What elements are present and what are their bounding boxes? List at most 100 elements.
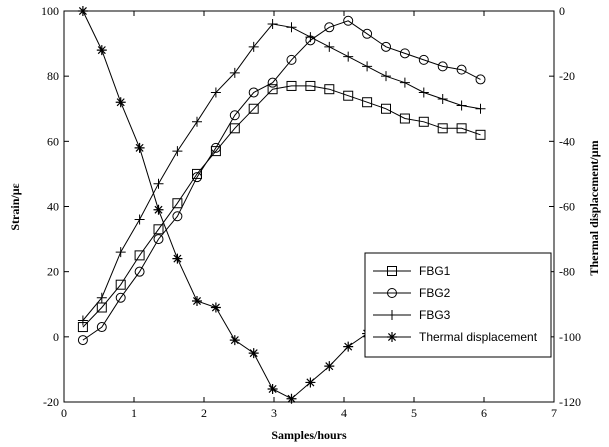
fbg2-point [115,292,126,303]
fbg3-point [134,214,145,225]
x-axis-title: Samples/hours [271,428,347,442]
fbg1-point [305,80,316,91]
fbg1-point [456,123,467,134]
y2-tick-label: -80 [559,265,575,279]
series-fbg1 [77,80,486,333]
fbg1-point [248,103,259,114]
fbg3-point [96,292,107,303]
fbg1-point [210,146,221,157]
fbg1-point [153,224,164,235]
legend-fbg1-marker [387,266,397,276]
series-fbg2 [77,15,486,346]
fbg2-point [172,211,183,222]
legend-fbg2-marker [387,288,397,298]
fbg2-line [82,20,481,341]
fbg2-point [456,64,467,75]
fbg3-point [305,32,316,43]
thermal-displacement-point [172,253,183,264]
fbg2-point [437,61,448,72]
fbg2-point [192,172,202,183]
fbg1-point [115,279,126,290]
y2-tick-label: -100 [559,330,581,344]
thermal-displacement-point [267,383,278,394]
fbg1-point [343,90,354,101]
fbg1-point [192,168,202,179]
fbg3-point [456,100,467,111]
y-tick-label: 20 [47,265,59,279]
legend-fbg2-label: FBG2 [419,286,451,300]
fbg1-point [134,250,145,261]
fbg2-point [475,74,486,85]
fbg3-point [153,178,164,189]
y2-axis-title: Thermal displacement/μm [587,140,601,275]
fbg3-point [381,71,391,82]
fbg2-point [267,77,278,88]
y2-tick-label: -120 [559,395,581,409]
fbg2-point [399,48,410,59]
fbg1-point [96,302,107,313]
fbg1-line [82,85,481,328]
fbg3-point [418,87,429,98]
legend: FBG1 FBG2 FBG3 Thermal displacement [364,252,552,358]
thermal-displacement-point [286,393,297,404]
thermal-displacement-point [210,302,221,313]
thermal-displacement-point [305,377,316,388]
y-axis-title: Strain/με [8,183,22,230]
thermal-displacement-point [192,295,202,306]
fbg1-point [381,103,391,114]
fbg3-point [286,22,297,33]
fbg2-point [343,15,354,26]
fbg1-point [229,123,240,134]
fbg3-point [77,315,88,326]
fbg2-point [210,142,221,153]
fbg3-point [115,247,126,258]
fbg1-point [172,198,183,209]
fbg2-point [229,110,240,121]
fbg3-point [267,19,278,30]
x-tick-label: 4 [341,406,347,420]
y2-tick-label: -20 [559,69,575,83]
x-tick-label: 1 [131,406,137,420]
fbg3-line [82,23,481,321]
thermal-displacement-point [248,348,259,359]
fbg3-point [324,41,335,52]
y2-tick-label: 0 [559,4,565,18]
series-fbg3 [77,19,486,326]
y-tick-label: 60 [47,134,59,148]
fbg3-point [362,61,373,72]
y2-tick-label: -60 [559,200,575,214]
y-axis-right: -120 -100 -80 -60 -40 -20 0 [549,4,581,409]
y-tick-label: 80 [47,69,59,83]
y2-tick-label: -40 [559,134,575,148]
fbg2-point [381,41,391,52]
fbg2-point [248,87,259,98]
thermal-displacement-point [343,341,354,352]
fbg2-point [286,54,297,65]
fbg3-point [399,77,410,88]
fbg2-point [134,266,145,277]
fbg1-point [437,123,448,134]
fbg3-point [172,146,183,157]
fbg1-point [418,116,429,127]
fbg3-point [248,41,259,52]
legend-fbg3-label: FBG3 [419,308,451,322]
x-tick-label: 7 [551,406,557,420]
fbg1-point [362,97,373,108]
fbg2-point [362,28,373,39]
legend-fbg3-marker [387,310,397,320]
y-tick-label: -20 [43,395,59,409]
fbg3-point [229,67,240,78]
x-tick-label: 6 [481,406,487,420]
y-tick-label: 0 [53,330,59,344]
fbg2-point [418,54,429,65]
fbg1-point [324,84,335,95]
fbg3-point [192,116,202,127]
thermal-displacement-point [115,97,126,108]
x-tick-label: 0 [61,406,67,420]
y-axis-left: -20 0 20 40 60 80 100 [41,4,69,409]
x-axis: 0 1 2 3 4 5 6 7 [61,11,557,420]
fbg2-point [77,335,88,346]
thermal-displacement-point [77,6,88,16]
thermal-displacement-point [153,204,164,215]
fbg3-point [437,93,448,104]
